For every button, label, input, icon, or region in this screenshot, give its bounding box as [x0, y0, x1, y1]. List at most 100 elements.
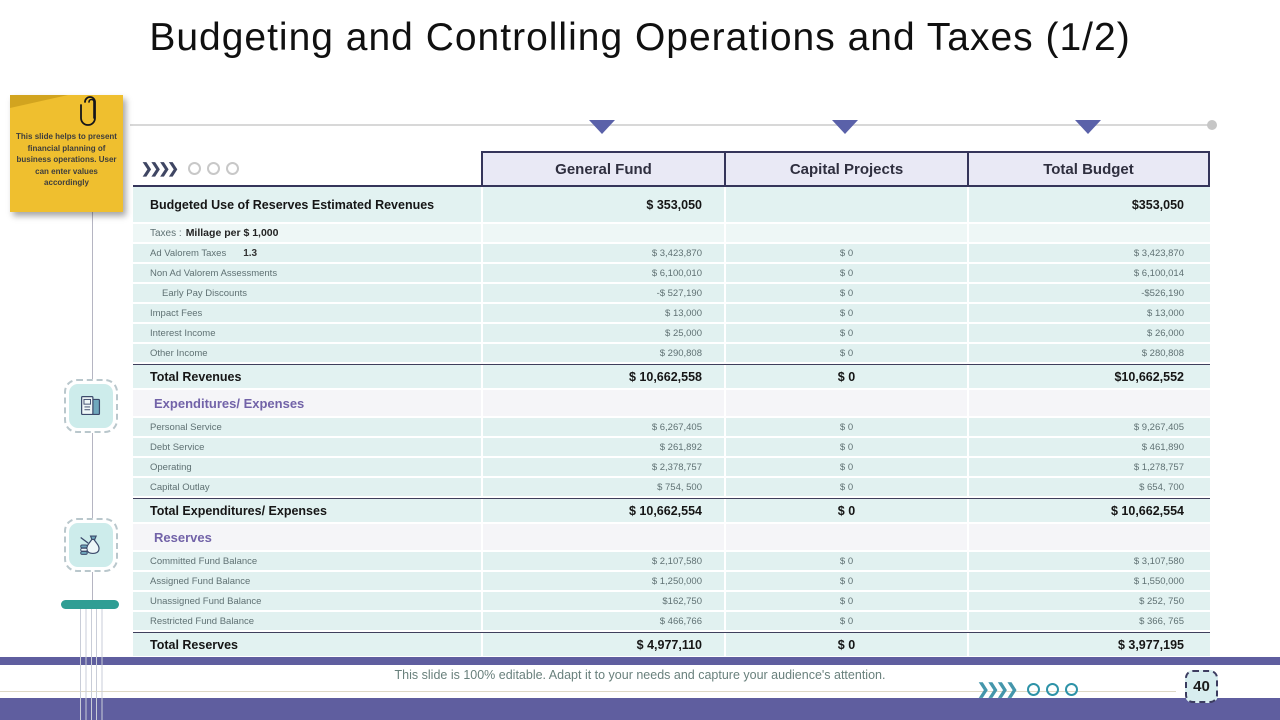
row-label: Reserves [154, 529, 212, 545]
triangle-down-icon [1075, 120, 1101, 134]
cell-gf: $ 4,977,110 [481, 633, 724, 656]
table-body: Budgeted Use of Reserves Estimated Reven… [133, 187, 1210, 658]
table-row: Non Ad Valorem Assessments $ 6,100,010 $ 0… [133, 264, 1210, 284]
sticky-note-text: This slide helps to present financial pl… [16, 132, 117, 188]
cell-tb: $ 10,662,554 [967, 499, 1210, 522]
cell-cp: $ 0 [724, 284, 967, 302]
row-label: Impact Fees [150, 307, 203, 319]
cell-gf: $ 754, 500 [481, 478, 724, 496]
cell-gf: $ 13,000 [481, 304, 724, 322]
dot-icon [1065, 682, 1079, 696]
cell-gf: $ 466,766 [481, 612, 724, 630]
table-header-label-cell: ❯❯❯❯ [133, 151, 481, 187]
vertical-stripes-decoration [80, 604, 107, 720]
table-row: Personal Service $ 6,267,405 $ 0 $ 9,267,40… [133, 418, 1210, 438]
cell-gf: $ 1,250,000 [481, 572, 724, 590]
cell-tb: $ 1,550,000 [967, 572, 1210, 590]
decorative-vertical-line [92, 118, 93, 604]
chevrons-dots-motif: ❯❯❯❯ [977, 680, 1084, 698]
cell-gf: $ 25,000 [481, 324, 724, 342]
cell-gf: $ 2,378,757 [481, 458, 724, 476]
cell-tb: $ 1,278,757 [967, 458, 1210, 476]
cell-tb: $ 26,000 [967, 324, 1210, 342]
cell-gf: -$ 527,190 [481, 284, 724, 302]
triangle-down-icon [589, 120, 615, 134]
money-bag-icon [64, 518, 118, 572]
cell-tb: $ 6,100,014 [967, 264, 1210, 282]
row-label: Other Income [150, 347, 208, 359]
table-row: Debt Service $ 261,892 $ 0 $ 461,890 [133, 438, 1210, 458]
page-title: Budgeting and Controlling Operations and… [149, 16, 1131, 59]
cell-gf: $162,750 [481, 592, 724, 610]
chevrons-dots-motif: ❯❯❯❯ [141, 160, 245, 177]
cell-gf: $ 10,662,554 [481, 499, 724, 522]
column-header: Total Budget [967, 151, 1210, 187]
cell-cp: $ 0 [724, 244, 967, 262]
cell-tb: $10,662,552 [967, 365, 1210, 388]
cell-cp: $ 0 [724, 572, 967, 590]
table-row: Total Reserves $ 4,977,110 $ 0 $ 3,977,195 [133, 632, 1210, 658]
cell-tb: $ 280,808 [967, 344, 1210, 362]
table-row: Total Expenditures/ Expenses $ 10,662,554… [133, 498, 1210, 524]
cell-gf: $ 3,423,870 [481, 244, 724, 262]
cell-tb: $ 9,267,405 [967, 418, 1210, 436]
footer-purple-bar-top [0, 657, 1280, 665]
row-label: Interest Income [150, 327, 216, 339]
table-row: Budgeted Use of Reserves Estimated Reven… [133, 187, 1210, 224]
cell-tb: $ 3,423,870 [967, 244, 1210, 262]
cell-cp: $ 0 [724, 344, 967, 362]
dot-icon [206, 161, 220, 175]
cell-gf: $ 290,808 [481, 344, 724, 362]
table-row: Total Revenues $ 10,662,558 $ 0 $10,662,552 [133, 364, 1210, 390]
cell-cp [724, 224, 967, 242]
cell-tb [967, 390, 1210, 416]
table-row: Capital Outlay $ 754, 500 $ 0 $ 654, 700 [133, 478, 1210, 498]
cell-cp: $ 0 [724, 304, 967, 322]
row-label: Committed Fund Balance [150, 555, 258, 567]
cell-tb: -$526,190 [967, 284, 1210, 302]
cell-tb: $ 13,000 [967, 304, 1210, 322]
table-row: Early Pay Discounts -$ 527,190 $ 0 -$526,19… [133, 284, 1210, 304]
cell-cp: $ 0 [724, 438, 967, 456]
cell-cp: $ 0 [724, 365, 967, 388]
row-label: Unassigned Fund Balance [150, 595, 262, 607]
finance-buildings-icon-inner [69, 384, 113, 428]
row-label: Ad Valorem Taxes 1.3 [150, 247, 258, 259]
cell-gf: $ 6,100,010 [481, 264, 724, 282]
sticky-note: This slide helps to present financial pl… [10, 95, 123, 212]
footer-purple-bar-bottom [0, 698, 1280, 720]
row-label: Personal Service [150, 421, 222, 433]
budget-table: ❯❯❯❯ General Fund Capital Projects Total B… [133, 151, 1210, 658]
row-label: Expenditures/ Expenses [154, 395, 305, 411]
dot-icon [1027, 682, 1041, 696]
column-header: General Fund [481, 151, 724, 187]
cell-cp: $ 0 [724, 499, 967, 522]
row-label: Total Expenditures/ Expenses [150, 503, 327, 518]
cell-tb: $353,050 [967, 187, 1210, 222]
table-row: Impact Fees $ 13,000 $ 0 $ 13,000 [133, 304, 1210, 324]
cell-cp: $ 0 [724, 418, 967, 436]
cell-tb: $ 366, 765 [967, 612, 1210, 630]
cell-cp: $ 0 [724, 552, 967, 570]
cell-gf: $ 2,107,580 [481, 552, 724, 570]
row-label: Taxes : Millage per $ 1,000 [150, 227, 279, 239]
cell-cp: $ 0 [724, 633, 967, 656]
cell-gf: $ 261,892 [481, 438, 724, 456]
cell-tb: $ 3,977,195 [967, 633, 1210, 656]
dot-icon [225, 161, 239, 175]
timeline-line [130, 124, 1216, 126]
table-row: Interest Income $ 25,000 $ 0 $ 26,000 [133, 324, 1210, 344]
row-label: Total Revenues [150, 369, 242, 384]
row-label: Debt Service [150, 441, 205, 453]
cell-tb [967, 224, 1210, 242]
dot-icon [1046, 682, 1060, 696]
cell-cp: $ 0 [724, 612, 967, 630]
cell-cp: $ 0 [724, 324, 967, 342]
table-row: Committed Fund Balance $ 2,107,580 $ 0 $ 3,… [133, 552, 1210, 572]
page-number-badge: 40 [1185, 670, 1218, 703]
cell-tb: $ 252, 750 [967, 592, 1210, 610]
footer-note: This slide is 100% editable. Adapt it to… [394, 668, 886, 682]
paperclip-icon [78, 91, 102, 136]
table-row: Other Income $ 290,808 $ 0 $ 280,808 [133, 344, 1210, 364]
